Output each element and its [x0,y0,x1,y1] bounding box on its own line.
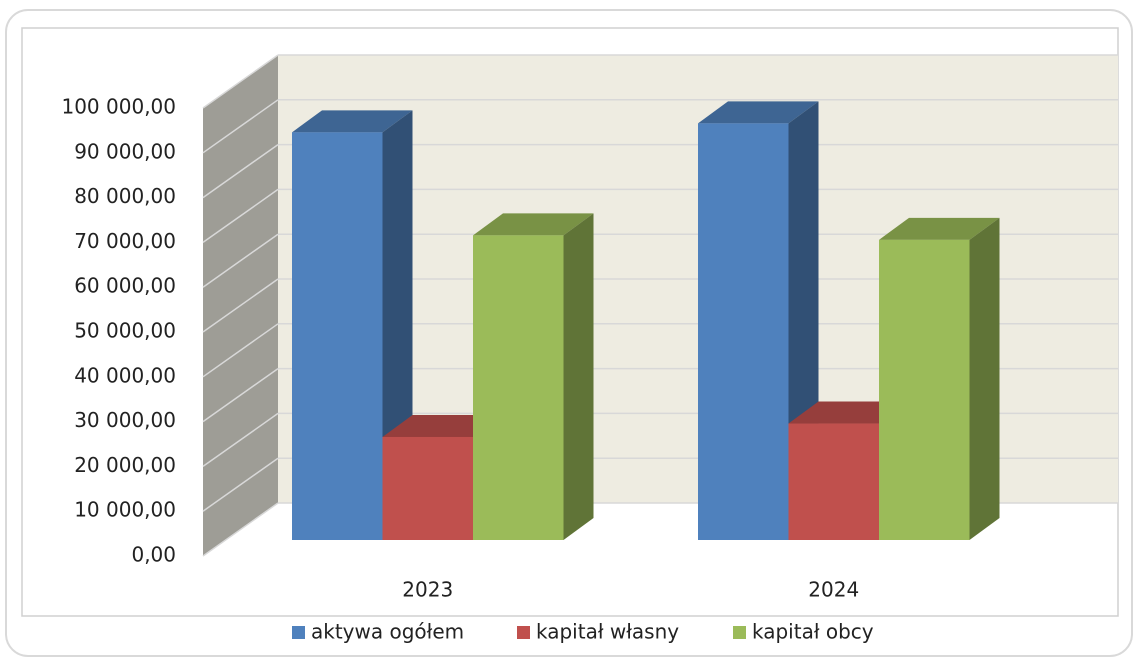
bar-top [879,217,1000,240]
bar [879,239,970,540]
bar-top [292,110,413,133]
grid-line [202,188,279,244]
grid-line [202,278,279,333]
grid-line [202,457,279,512]
y-tick-label: 10 000,00 [74,498,176,522]
legend-label: kapitał obcy [752,620,874,644]
y-tick-label: 0,00 [131,543,176,567]
bar-top [788,401,909,424]
legend-swatch [292,626,305,639]
grid-line [202,99,279,154]
bar [788,423,879,540]
grid-line [202,143,279,199]
y-tick-label: 50 000,00 [74,319,176,343]
bar [698,123,789,541]
y-tick-label: 100 000,00 [61,95,176,119]
bar [382,436,473,540]
y-tick-label: 70 000,00 [74,229,176,253]
bar [292,132,383,540]
bar-top [698,101,819,124]
legend-label: kapitał własny [536,620,679,644]
grid-line [202,233,279,288]
grid-line [202,367,279,423]
x-tick-label: 2024 [808,578,859,602]
y-tick-label: 40 000,00 [74,363,176,387]
bar-side [563,213,594,541]
grid-line [202,323,279,378]
grid-line [202,412,279,468]
y-tick-label: 80 000,00 [74,184,176,208]
y-tick-label: 20 000,00 [74,453,176,477]
legend-label: aktywa ogółem [311,620,464,644]
legend-swatch [517,626,530,639]
bar-top [473,213,594,236]
y-tick-label: 90 000,00 [74,139,176,163]
bar-top [382,414,503,437]
y-tick-label: 30 000,00 [74,408,176,432]
y-tick-label: 60 000,00 [74,274,176,298]
bar [473,235,564,541]
x-tick-label: 2023 [402,578,453,602]
grid-line [202,54,279,109]
legend-swatch [733,626,746,639]
bar-side [969,217,1000,540]
grid-line [202,502,279,557]
